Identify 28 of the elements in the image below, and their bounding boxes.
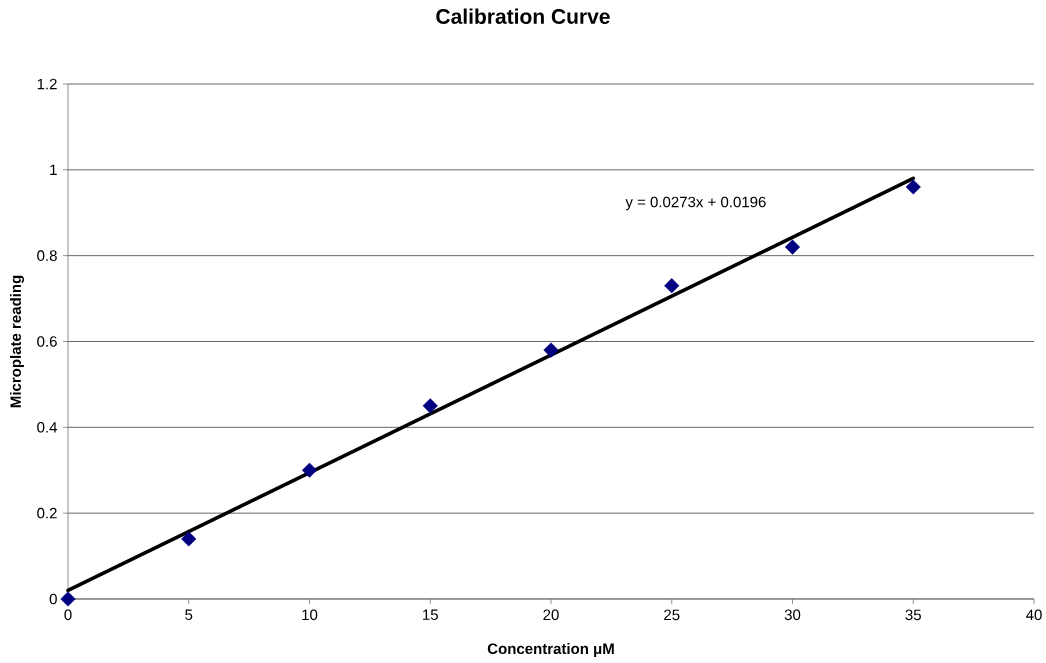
point	[422, 398, 438, 414]
x-tick-label: 35	[905, 609, 921, 621]
y-tick-label: 0.2	[37, 507, 57, 519]
x-tick-label: 5	[185, 609, 193, 620]
y-tick-label: 0.4	[37, 422, 58, 433]
x-tick-label: 30	[784, 609, 801, 621]
x-tick-label: 40	[1026, 609, 1042, 621]
y-tick-label: 1.2	[37, 78, 57, 90]
point	[301, 462, 318, 478]
point	[664, 278, 680, 294]
y-tick-label: 0.6	[37, 336, 57, 347]
y-tick-label: 0.8	[37, 250, 57, 261]
x-axis-title: Concentration μM	[487, 643, 614, 657]
x-tick-label: 10	[302, 609, 318, 621]
chart-title: Calibration Curve	[436, 8, 610, 24]
x-tick-label: 0	[64, 609, 72, 621]
y-axis-title: Microplate reading	[9, 275, 25, 408]
x-tick-label: 20	[543, 609, 559, 621]
point	[543, 342, 559, 358]
y-tick-label: 1	[50, 164, 57, 175]
point	[60, 591, 76, 607]
y-tick-label: 0	[49, 593, 57, 605]
x-tick-label: 25	[664, 609, 680, 621]
x-tick-label: 15	[423, 609, 438, 620]
annotation: y = 0.0273x + 0.0196	[625, 196, 766, 211]
point	[181, 531, 197, 547]
point	[784, 239, 801, 255]
point	[905, 179, 921, 195]
